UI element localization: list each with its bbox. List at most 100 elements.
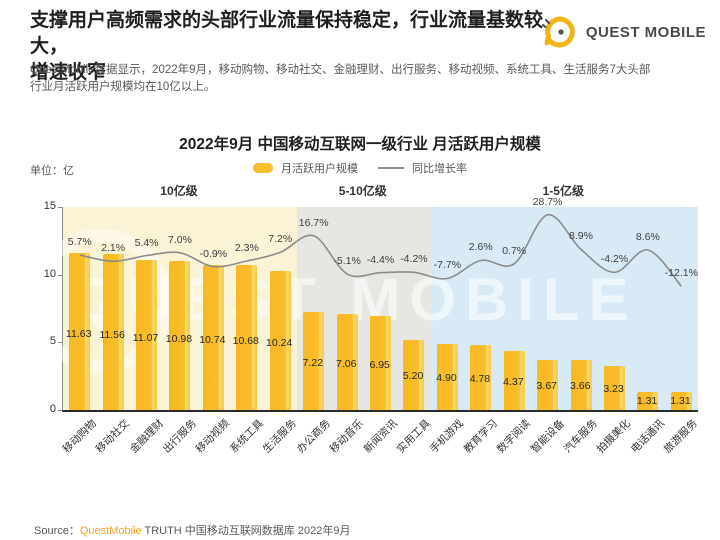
bar-新闻资讯: [370, 315, 391, 410]
y-tick-label-10: 10: [43, 267, 56, 280]
growth-label-16: -4.2%: [600, 253, 629, 266]
bar-value-label-12: 4.78: [469, 372, 491, 385]
growth-label-7: 16.7%: [298, 216, 329, 229]
bar-移动音乐: [336, 314, 358, 410]
y-tick-mark-0: [58, 410, 62, 411]
x-axis-label-新闻资讯: 新闻资讯: [361, 417, 400, 456]
x-axis-label-电话通讯: 电话通讯: [628, 417, 667, 456]
bar-value-label-3: 10.98: [165, 332, 193, 345]
growth-label-6: 7.2%: [268, 233, 293, 246]
unit-label: 单位：亿: [30, 165, 74, 177]
growth-label-14: 28.7%: [532, 195, 563, 208]
legend-bar-label: 月活跃用户规模: [281, 163, 358, 175]
x-axis-label-移动购物: 移动购物: [60, 417, 99, 456]
bar-实用工具: [403, 339, 425, 410]
bar-手机游戏: [436, 343, 458, 410]
y-tick-label-15: 15: [43, 200, 56, 212]
x-axis-label-实用工具: 实用工具: [394, 417, 433, 456]
bar-value-label-9: 6.95: [369, 358, 390, 371]
bar-移动视频: [202, 264, 224, 410]
source-brand: QuestMobile: [79, 525, 142, 537]
zone-labels-row: 10亿级 5-10亿级 1-5亿级: [62, 182, 697, 198]
bar-value-label-5: 10.68: [232, 334, 259, 347]
bar-value-label-10: 5.20: [402, 370, 424, 383]
bar-value-label-15: 3.66: [569, 380, 591, 393]
chart-legend: 月活跃用户规模 同比增长率: [253, 160, 467, 176]
questmobile-logo-icon: [540, 12, 580, 52]
questmobile-logo: QUEST MOBILE: [540, 12, 706, 52]
growth-label-8: -5.1%: [333, 254, 361, 267]
bar-value-label-0: 11.63: [65, 328, 92, 341]
bar-value-label-18: 1.31: [670, 395, 691, 408]
bar-旅游服务: [670, 392, 692, 410]
zone-label-2: 1-5亿级: [542, 184, 584, 198]
x-axis-label-拍摄美化: 拍摄美化: [595, 417, 634, 456]
bar-value-label-2: 11.07: [132, 332, 159, 345]
bar-拍摄美化: [603, 366, 625, 410]
zone-label-1: 5-10亿级: [338, 184, 387, 198]
intro-paragraph: QuestMobile数据显示，2022年9月，移动购物、移动社交、金融理财、出…: [30, 64, 651, 93]
bar-value-label-17: 1.31: [636, 395, 658, 408]
bar-电话通讯: [637, 392, 659, 410]
bar-value-label-6: 10.24: [266, 337, 293, 350]
growth-label-9: -4.4%: [366, 253, 395, 266]
growth-line: [79, 213, 682, 287]
bar-出行服务: [169, 261, 191, 410]
bar-value-label-4: 10.74: [199, 334, 226, 347]
bar-数字阅读: [503, 350, 525, 410]
bar-移动购物: [69, 252, 91, 410]
source-suffix: TRUTH 中国移动互联网数据库 2022年9月: [141, 525, 351, 537]
y-tick-mark-15: [58, 207, 62, 208]
bar-value-label-11: 4.90: [436, 372, 457, 385]
x-axis-label-移动视频: 移动视频: [194, 417, 233, 456]
x-axis-label-金融理财: 金融理财: [127, 417, 166, 456]
x-axis-label-系统工具: 系统工具: [227, 417, 266, 456]
x-axis-label-汽车服务: 汽车服务: [561, 417, 600, 456]
growth-label-2: 5.4%: [134, 236, 159, 249]
growth-label-3: 7.0%: [168, 233, 192, 246]
bar-value-label-13: 4.37: [503, 375, 524, 388]
legend-bar-swatch: [253, 163, 273, 173]
bar-汽车服务: [570, 360, 592, 410]
growth-label-15: 8.9%: [569, 230, 593, 243]
bar-金融理财: [136, 260, 158, 410]
page-title: 支撑用户高频需求的头部行业流量保持稳定，行业流量基数较大， 增速收窄: [30, 10, 544, 83]
x-axis-label-手机游戏: 手机游戏: [428, 417, 467, 456]
y-tick-mark-10: [58, 274, 62, 276]
bar-value-label-1: 11.56: [99, 328, 125, 341]
x-axis-label-旅游服务: 旅游服务: [662, 417, 701, 456]
y-tick-mark-5: [58, 342, 62, 344]
growth-label-11: -7.7%: [433, 259, 462, 272]
growth-label-13: 0.7%: [502, 244, 527, 257]
x-axis-label-教育学习: 教育学习: [461, 417, 500, 456]
legend-line-label: 同比增长率: [412, 163, 467, 175]
x-axis-label-数字阅读: 数字阅读: [494, 417, 534, 456]
bar-value-label-7: 7.22: [302, 357, 324, 370]
legend-line-swatch: [378, 167, 404, 169]
y-tick-label-5: 5: [49, 335, 56, 348]
x-axis-label-出行服务: 出行服务: [160, 417, 199, 456]
growth-label-4: -0.9%: [199, 247, 228, 260]
y-tick-label-0: 0: [49, 403, 56, 415]
x-axis-label-生活服务: 生活服务: [260, 417, 300, 456]
bar-办公商务: [303, 312, 325, 410]
bar-value-label-16: 3.23: [603, 383, 624, 396]
growth-label-12: 2.6%: [468, 241, 493, 254]
growth-label-18: -12.1%: [664, 267, 698, 280]
x-axis-label-办公商务: 办公商务: [294, 417, 333, 456]
growth-label-5: 2.3%: [234, 241, 259, 254]
bar-系统工具: [236, 265, 258, 410]
growth-label-10: -4.2%: [400, 253, 428, 266]
logo-wordmark: QUEST MOBILE: [585, 23, 706, 41]
plot-area: QUEST MOBILE 11.63 11.56 11.07 10.98 10.74 10.…: [29, 196, 698, 412]
source-prefix: Source：: [34, 525, 80, 537]
x-axis-label-智能设备: 智能设备: [528, 417, 567, 456]
x-axis-label-移动社交: 移动社交: [93, 417, 133, 456]
growth-label-0: 5.7%: [67, 236, 92, 249]
bar-教育学习: [470, 345, 492, 410]
bar-智能设备: [537, 360, 559, 410]
bar-移动社交: [102, 253, 124, 410]
x-axis-label-移动音乐: 移动音乐: [327, 417, 366, 456]
growth-label-1: 2.1%: [101, 242, 126, 255]
